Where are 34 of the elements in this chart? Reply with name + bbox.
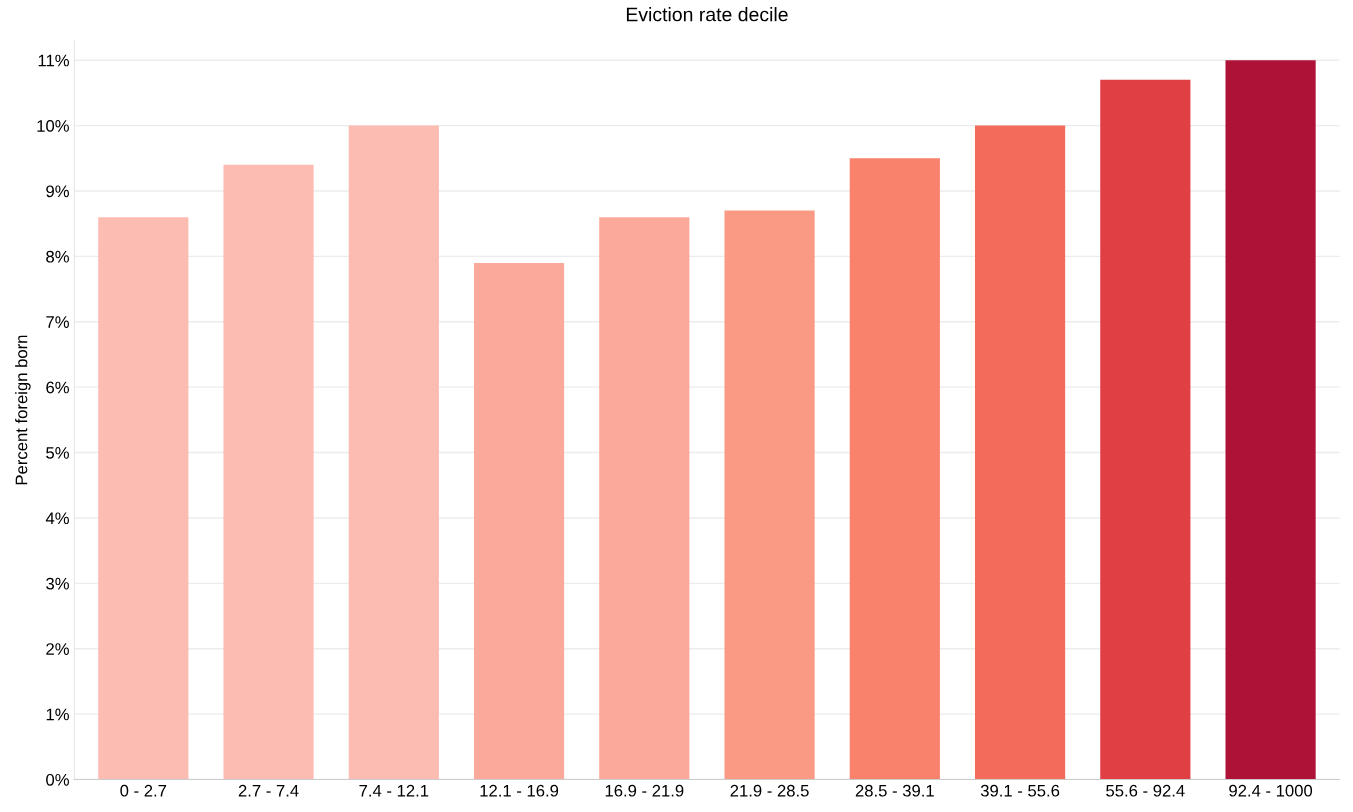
y-tick-label: 11% xyxy=(38,54,69,67)
y-tick-label: 9% xyxy=(46,185,69,198)
y-tick-label: 5% xyxy=(46,447,69,459)
bar xyxy=(98,217,189,780)
bar xyxy=(974,125,1066,780)
bar xyxy=(473,262,565,780)
y-tick-label: 2% xyxy=(46,643,69,655)
bar xyxy=(1225,60,1316,780)
x-tick-label: 7.4 - 12.1 xyxy=(359,784,429,797)
x-tick-label: 12.1 - 16.9 xyxy=(480,784,559,797)
y-axis-title: Percent foreign born xyxy=(15,335,31,485)
x-tick-label: 92.4 - 1000 xyxy=(1229,784,1313,797)
y-tick-label: 7% xyxy=(46,316,69,328)
y-tick-label: 3% xyxy=(46,577,69,590)
bar xyxy=(599,217,690,780)
chart-title: Eviction rate decile xyxy=(626,7,788,22)
x-tick-label: 16.9 - 21.9 xyxy=(605,784,684,797)
x-tick-label: 39.1 - 55.6 xyxy=(980,784,1060,797)
bar xyxy=(223,164,314,780)
x-tick-label: 2.7 - 7.4 xyxy=(238,784,299,797)
x-tick-label: 55.6 - 92.4 xyxy=(1106,784,1185,797)
bar xyxy=(724,210,815,780)
y-tick-label: 4% xyxy=(45,512,69,525)
bar xyxy=(849,158,940,780)
x-tick-label: 0 - 2.7 xyxy=(120,784,167,797)
y-tick-label: 0% xyxy=(46,773,69,786)
x-tick-label: 21.9 - 28.5 xyxy=(730,784,809,797)
bar xyxy=(1100,79,1191,780)
y-tick-label: 1% xyxy=(46,708,69,721)
x-tick-label: 28.5 - 39.1 xyxy=(855,784,934,797)
y-tick-label: 10% xyxy=(37,120,69,132)
y-tick-label: 6% xyxy=(46,381,69,394)
bar xyxy=(348,125,439,780)
y-tick-label: 8% xyxy=(46,250,69,263)
